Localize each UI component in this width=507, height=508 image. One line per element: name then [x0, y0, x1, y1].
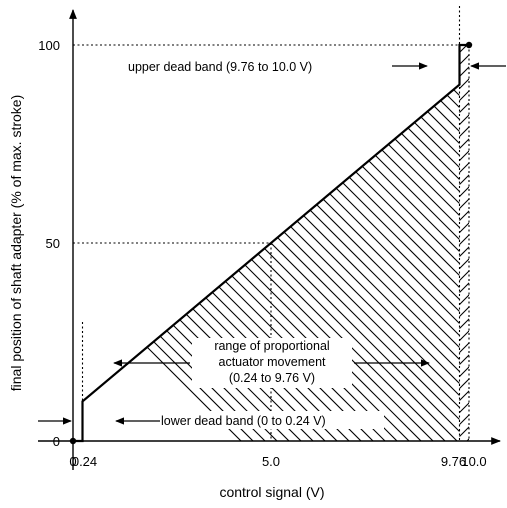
hatch-line: [459, 45, 469, 441]
hatch-line: [496, 0, 507, 508]
hatch-line: [0, 0, 224, 508]
hatch-line: [0, 0, 404, 508]
hatch-line: [459, 45, 469, 441]
hatch-line: [82, 84, 369, 441]
hatch-line: [159, 84, 460, 441]
hatch-line: [459, 45, 469, 441]
hatch-line: [484, 0, 507, 508]
hatch-line: [472, 0, 507, 508]
y-tick-label: 50: [46, 236, 60, 251]
hatch-line: [459, 45, 469, 441]
hatch-line: [0, 0, 320, 508]
hatch-line: [459, 45, 469, 441]
series-end-point: [465, 41, 473, 49]
hatch-line: [0, 0, 380, 508]
hatch-line: [0, 0, 392, 508]
proportional-range-line-2: actuator movement: [219, 355, 327, 369]
hatch-line: [0, 0, 308, 508]
hatch-line: [82, 84, 460, 441]
y-tick-label: 100: [38, 38, 60, 53]
hatch-line: [459, 45, 469, 441]
hatch-line: [459, 45, 469, 441]
hatch-line: [231, 84, 460, 441]
hatch-line: [82, 84, 309, 441]
hatch-line: [0, 0, 212, 508]
lower-dead-band-label: lower dead band (0 to 0.24 V): [161, 414, 326, 428]
upper-dead-band-label: upper dead band (9.76 to 10.0 V): [128, 60, 312, 74]
hatch-line: [82, 84, 453, 441]
annotation-upper-dead-band: upper dead band (9.76 to 10.0 V): [128, 60, 506, 74]
hatch-line: [435, 84, 460, 441]
hatch-line: [327, 84, 460, 441]
hatch-line: [279, 84, 460, 441]
annotation-lower-dead-band: lower dead band (0 to 0.24 V): [38, 411, 384, 429]
hatch-line: [135, 84, 460, 441]
hatch-line: [459, 45, 469, 441]
lower-dead-band-label-bg: [156, 411, 384, 429]
proportional-range-line-3: (0.24 to 9.76 V): [229, 371, 315, 385]
hatch-line: [0, 0, 440, 508]
hatch-line: [459, 45, 469, 441]
y-tick-labels: 0 50 100: [38, 38, 60, 449]
hatch-line: [87, 84, 460, 441]
x-tick-label: 9.76: [441, 454, 466, 469]
hatch-line: [496, 0, 507, 508]
hatch-line: [82, 84, 460, 441]
hatch-line: [82, 84, 357, 441]
y-axis-label: final position of shaft adapter (% of ma…: [8, 95, 24, 391]
hatch-line: [459, 45, 469, 441]
hatch-line: [472, 0, 507, 508]
hatch-line: [459, 45, 469, 441]
x-tick-label: 5.0: [262, 454, 280, 469]
hatch-line: [82, 84, 381, 441]
hatch-line: [459, 45, 469, 441]
axes: [38, 9, 501, 470]
hatch-line: [0, 0, 452, 508]
hatch-line: [0, 0, 260, 508]
hatch-line: [459, 45, 469, 441]
hatch-line: [303, 84, 460, 441]
hatch-line: [459, 45, 469, 441]
x-tick-label: 0: [69, 454, 76, 469]
proportional-range-line-1: range of proportional: [214, 339, 329, 353]
y-tick-label: 0: [53, 434, 60, 449]
hatch-line: [0, 0, 236, 508]
hatch-line: [0, 0, 248, 508]
hatch-line: [0, 0, 356, 508]
hatch-line: [82, 84, 405, 441]
hatch-line: [375, 84, 460, 441]
hatch-line: [82, 84, 321, 441]
series-start-point: [69, 437, 77, 445]
hatch-line: [447, 84, 460, 441]
hatch-line: [82, 84, 460, 441]
x-tick-label: 10.0: [461, 454, 486, 469]
x-axis-label: control signal (V): [219, 484, 324, 500]
hatch-line: [82, 84, 460, 441]
x-tick-label: 0.24: [72, 454, 97, 469]
hatch-line: [82, 84, 393, 441]
hatch-line: [0, 0, 368, 508]
hatch-line: [399, 84, 460, 441]
hatch-line: [82, 84, 441, 441]
proportional-range-label-bg: [192, 338, 352, 388]
hatch-line: [0, 0, 284, 508]
hatch-line: [484, 0, 507, 508]
hatch-line: [0, 0, 296, 508]
hatch-line: [459, 45, 469, 441]
series-line: [73, 43, 469, 443]
hatch-line: [459, 45, 469, 441]
hatch-line: [0, 0, 200, 508]
hatch-line: [459, 45, 469, 441]
annotation-proportional-range: range of proportional actuator movement …: [113, 338, 430, 388]
hatch-line: [460, 0, 507, 508]
